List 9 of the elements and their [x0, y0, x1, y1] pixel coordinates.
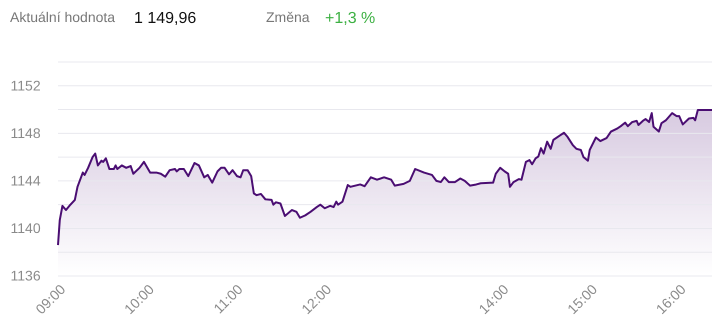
y-tick-label: 1140	[10, 220, 41, 236]
y-tick-label: 1152	[10, 77, 41, 94]
y-tick-label: 1136	[10, 268, 41, 284]
text: 1 149,96	[134, 10, 196, 27]
y-tick-label: 1144	[10, 172, 41, 188]
y-tick-label: 1148	[10, 124, 41, 141]
text: Aktuální hodnota	[10, 9, 116, 25]
text: +1,3 %	[325, 10, 376, 27]
text: Změna	[266, 9, 310, 25]
